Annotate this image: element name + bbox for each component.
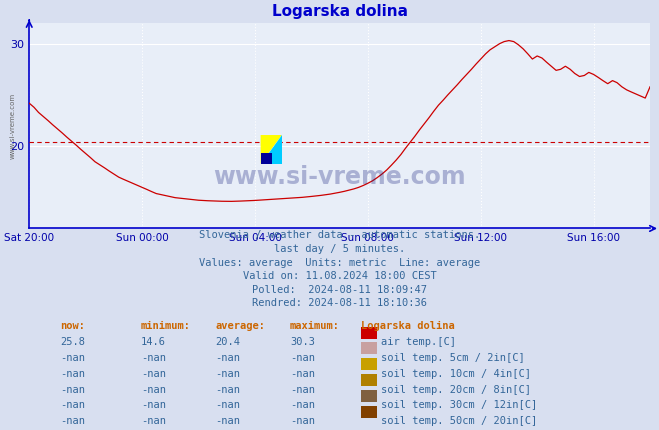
- Text: -nan: -nan: [60, 384, 85, 395]
- Text: -nan: -nan: [60, 369, 85, 379]
- Text: soil temp. 10cm / 4in[C]: soil temp. 10cm / 4in[C]: [382, 369, 531, 379]
- FancyBboxPatch shape: [361, 405, 377, 418]
- Text: www.si-vreme.com: www.si-vreme.com: [214, 165, 466, 189]
- Text: soil temp. 30cm / 12in[C]: soil temp. 30cm / 12in[C]: [382, 400, 538, 410]
- Text: -nan: -nan: [215, 384, 241, 395]
- Text: -nan: -nan: [290, 400, 315, 410]
- Text: -nan: -nan: [215, 369, 241, 379]
- FancyBboxPatch shape: [361, 374, 377, 386]
- Text: Logarska dolina: Logarska dolina: [361, 321, 455, 332]
- Text: 20.4: 20.4: [215, 337, 241, 347]
- Text: -nan: -nan: [141, 416, 166, 426]
- FancyBboxPatch shape: [361, 390, 377, 402]
- Text: -nan: -nan: [290, 384, 315, 395]
- Text: maximum:: maximum:: [290, 321, 340, 332]
- Text: -nan: -nan: [60, 400, 85, 410]
- FancyBboxPatch shape: [361, 326, 377, 339]
- Title: Logarska dolina: Logarska dolina: [272, 4, 408, 19]
- Text: Slovenia / weather data - automatic stations.
last day / 5 minutes.
Values: aver: Slovenia / weather data - automatic stat…: [199, 230, 480, 308]
- Text: air temp.[C]: air temp.[C]: [382, 337, 456, 347]
- Text: -nan: -nan: [141, 384, 166, 395]
- Text: 14.6: 14.6: [141, 337, 166, 347]
- FancyBboxPatch shape: [361, 358, 377, 370]
- FancyBboxPatch shape: [361, 342, 377, 354]
- Text: 30.3: 30.3: [290, 337, 315, 347]
- Text: -nan: -nan: [290, 369, 315, 379]
- Text: minimum:: minimum:: [141, 321, 191, 332]
- Polygon shape: [260, 135, 282, 164]
- Text: soil temp. 5cm / 2in[C]: soil temp. 5cm / 2in[C]: [382, 353, 525, 363]
- Text: -nan: -nan: [215, 416, 241, 426]
- Text: -nan: -nan: [290, 353, 315, 363]
- Text: -nan: -nan: [215, 353, 241, 363]
- Text: -nan: -nan: [290, 416, 315, 426]
- Text: www.si-vreme.com: www.si-vreme.com: [9, 93, 15, 159]
- Text: 25.8: 25.8: [60, 337, 85, 347]
- Text: soil temp. 50cm / 20in[C]: soil temp. 50cm / 20in[C]: [382, 416, 538, 426]
- Text: now:: now:: [60, 321, 85, 332]
- Text: -nan: -nan: [215, 400, 241, 410]
- Text: soil temp. 20cm / 8in[C]: soil temp. 20cm / 8in[C]: [382, 384, 531, 395]
- Text: -nan: -nan: [141, 400, 166, 410]
- Text: average:: average:: [215, 321, 266, 332]
- Text: -nan: -nan: [60, 416, 85, 426]
- Text: -nan: -nan: [141, 353, 166, 363]
- Bar: [260, 153, 272, 164]
- Text: -nan: -nan: [60, 353, 85, 363]
- Text: -nan: -nan: [141, 369, 166, 379]
- Polygon shape: [260, 135, 282, 164]
